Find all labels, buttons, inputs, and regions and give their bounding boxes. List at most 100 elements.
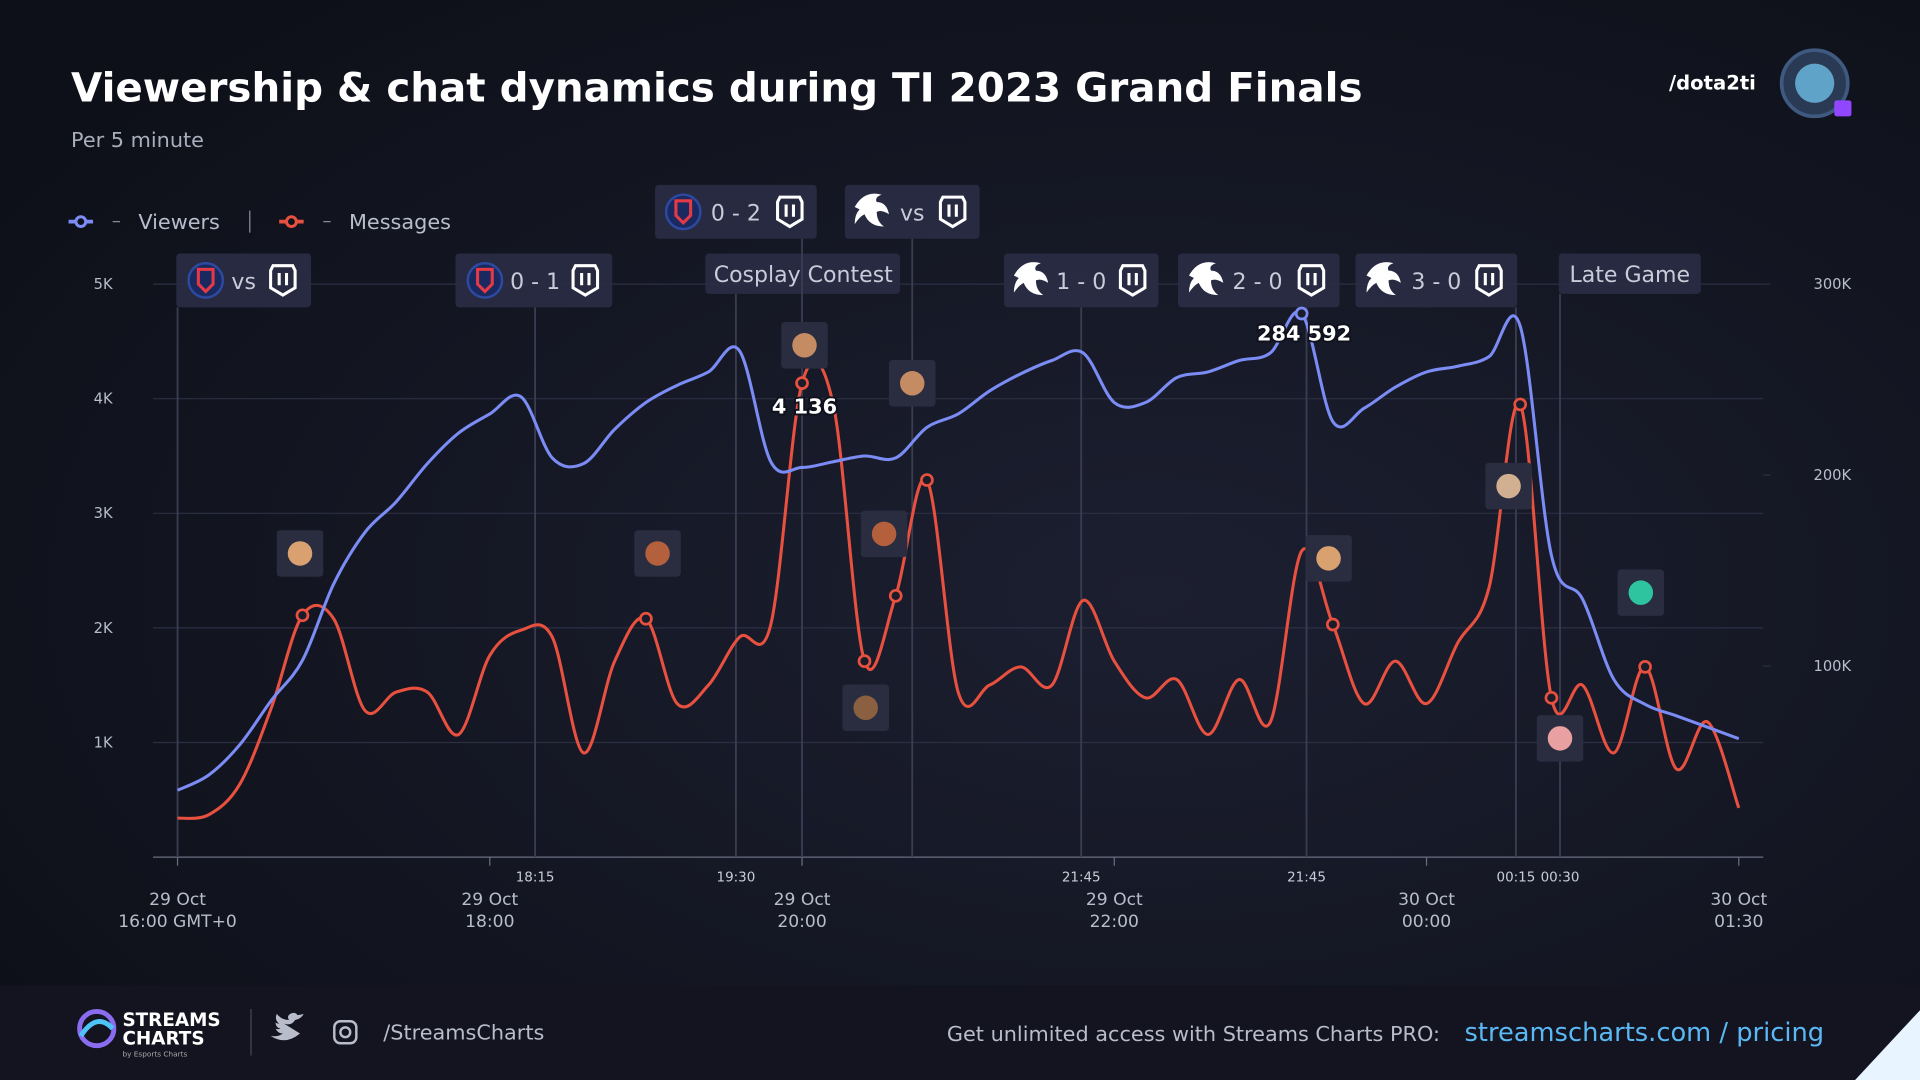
team-logo-mark	[1306, 273, 1317, 286]
team-logo	[571, 264, 600, 297]
x-tick-label: 29 Oct 22:00	[1086, 890, 1143, 932]
instagram-lens	[339, 1026, 352, 1039]
emote	[792, 333, 817, 358]
events: vs 0 - 1 18:15 Cosplay Contest 19:30 0 - 2 vs 1…	[176, 184, 1701, 886]
team-logo	[1475, 264, 1503, 297]
x-tick-label: 29 Oct 20:00	[774, 890, 831, 932]
event-label: 3 - 0	[1411, 270, 1461, 295]
x-tick-label: 29 Oct 18:00	[461, 890, 518, 932]
lines	[176, 310, 1741, 820]
event-label: vs	[231, 270, 256, 295]
team-logo-mark	[1483, 273, 1495, 286]
emote	[287, 541, 313, 566]
point-marker	[1294, 306, 1309, 321]
event-label: 2 - 0	[1233, 270, 1283, 295]
promo-link[interactable]: streamscharts.com / pricing	[1464, 1018, 1824, 1048]
point-marker	[1326, 617, 1340, 632]
social-handle: /StreamsCharts	[383, 1021, 544, 1045]
emote	[900, 371, 925, 396]
event-box	[1004, 253, 1159, 308]
team-logo-mark	[196, 267, 215, 294]
event-box	[1177, 253, 1340, 308]
emote	[871, 521, 897, 547]
team-logo	[1188, 262, 1224, 296]
team-logo-mark	[947, 204, 958, 217]
twitch-badge	[1834, 100, 1852, 117]
team-logo-mark	[1127, 273, 1138, 286]
event-label: 0 - 2	[711, 201, 761, 226]
y-tick-label: 2K	[94, 620, 113, 637]
x-tick-label: 30 Oct 00:00	[1398, 890, 1455, 932]
emote	[1496, 473, 1521, 499]
emote	[1628, 580, 1654, 605]
event-box	[1558, 253, 1701, 294]
series-line	[176, 310, 1740, 792]
event-time: 00:30	[1541, 871, 1580, 886]
emote	[645, 541, 670, 566]
emotes	[276, 322, 1665, 762]
team-logo	[1118, 264, 1147, 297]
y2-tick-label: 300K	[1813, 276, 1851, 293]
legend-dot	[74, 215, 88, 229]
emote	[853, 695, 878, 720]
event-time: 21:45	[1287, 871, 1326, 886]
legend: Viewers Messages	[68, 210, 451, 234]
team-logo	[938, 195, 967, 229]
team-logo	[854, 193, 889, 227]
y2-tick-label: 100K	[1813, 658, 1851, 675]
team-logo-mark	[784, 204, 795, 217]
labels: 284 592 4 136	[295, 306, 1652, 705]
team-logo-mark	[580, 273, 591, 286]
brand-name: STREAMS CHARTS	[122, 1010, 220, 1049]
emote	[1547, 726, 1573, 751]
event-label: 1 - 0	[1056, 270, 1106, 295]
event-time: 21:45	[1062, 871, 1101, 886]
team-logo-mark	[277, 273, 289, 286]
event-label: Late Game	[1570, 263, 1691, 288]
team-logo	[1013, 262, 1049, 296]
point-marker	[1544, 690, 1559, 705]
legend-dot	[285, 215, 298, 229]
channel-avatar-inner	[1795, 63, 1835, 103]
chart-title: Viewership & chat dynamics during TI 202…	[71, 64, 1363, 112]
twitter-icon	[270, 1012, 304, 1041]
event-time: 19:30	[717, 871, 756, 886]
team-logo	[1297, 264, 1326, 297]
value-label: 4 136	[772, 395, 837, 419]
team-logo-mark	[674, 199, 693, 226]
grid: 1K 2K 3K 4K 5K 100K 200K 300K 29 Oct 16:00 GMT+0 2…	[94, 276, 1852, 932]
y-tick-label: 5K	[94, 276, 113, 293]
event-label: vs	[900, 201, 925, 226]
event-label: Cosplay Contest	[714, 263, 893, 288]
y-tick-label: 3K	[94, 505, 113, 522]
footer-bar	[0, 985, 1920, 1080]
point-marker	[639, 611, 653, 626]
point-marker	[920, 473, 934, 487]
y-tick-label: 1K	[94, 734, 113, 751]
team-logo	[269, 264, 297, 297]
x-tick-label: 30 Oct 01:30	[1710, 890, 1767, 932]
brand-logo	[77, 1008, 117, 1049]
point-marker	[795, 376, 809, 390]
event-time: 18:15	[516, 871, 555, 886]
team-logo-mark	[476, 267, 494, 294]
instagram-icon	[333, 1020, 358, 1045]
brand-logo-wave	[78, 1019, 115, 1038]
y2-tick-label: 200K	[1813, 467, 1851, 484]
point-marker	[1513, 397, 1528, 412]
promo-text: Get unlimited access with Streams Charts…	[947, 1022, 1440, 1046]
x-tick-label: 29 Oct 16:00 GMT+0	[118, 890, 237, 932]
point-marker	[295, 608, 310, 623]
legend-label: Viewers	[138, 210, 220, 234]
channel-name: /dota2ti	[1669, 71, 1756, 94]
value-label: 284 592	[1257, 321, 1351, 345]
event-label: 0 - 1	[510, 270, 560, 295]
event-time: 00:15	[1497, 871, 1536, 886]
y-tick-label: 4K	[94, 391, 113, 408]
series-line	[177, 360, 1741, 820]
event-box	[1355, 253, 1518, 308]
point-marker	[1638, 660, 1652, 674]
brand-sub: by Esports Charts	[122, 1050, 187, 1059]
